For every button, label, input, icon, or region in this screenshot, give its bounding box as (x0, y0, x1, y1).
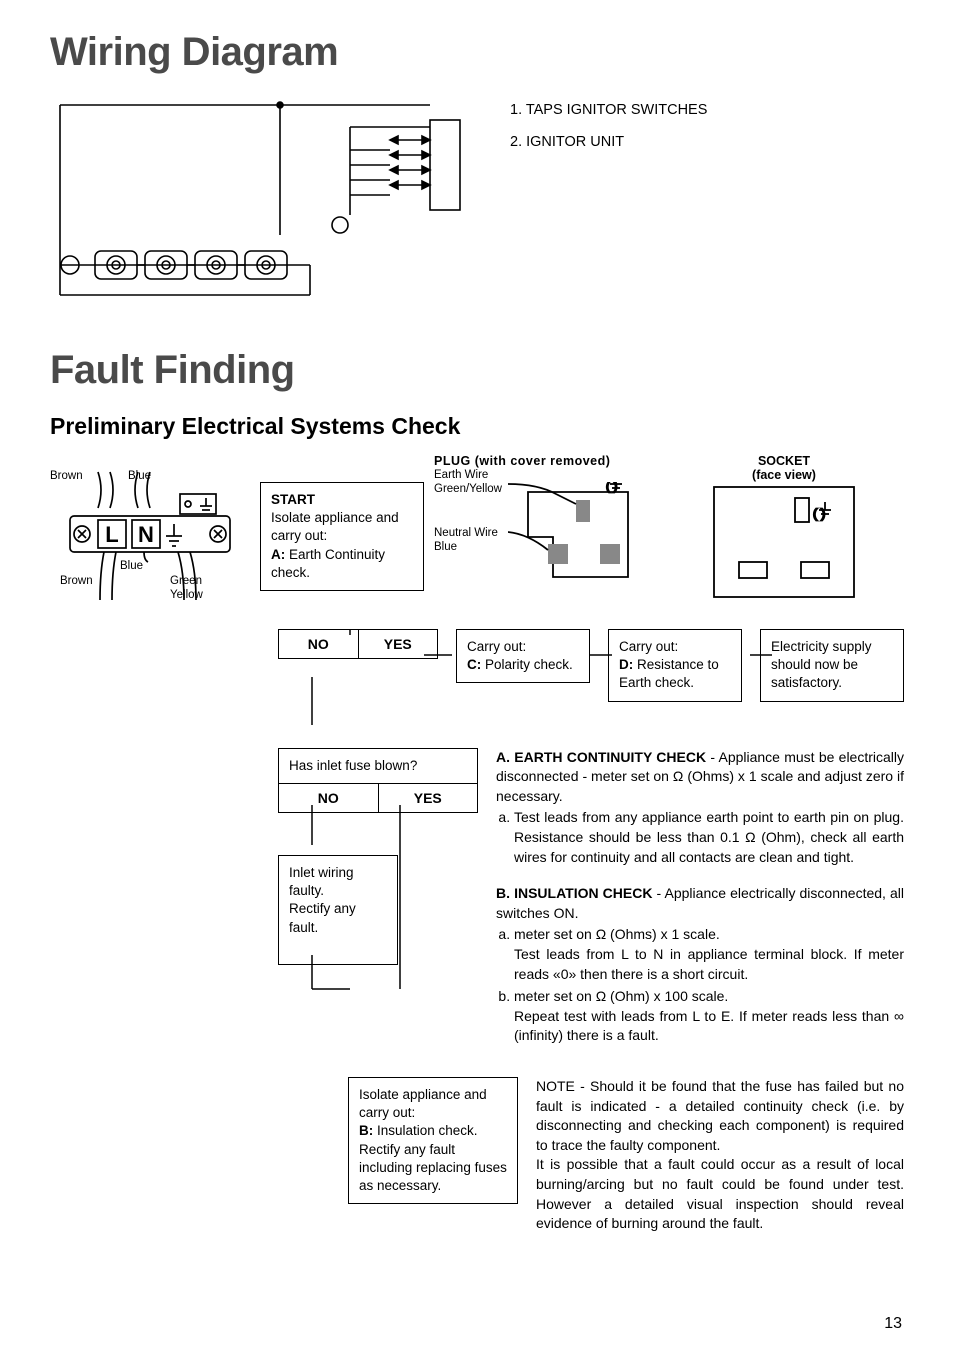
box-b-rest: Insulation check. (373, 1123, 477, 1138)
box-c-rest: Polarity check. (481, 657, 573, 672)
label-blue-mid: Blue (120, 559, 143, 573)
box-b-line1: Isolate appliance and carry out: (359, 1086, 507, 1122)
box-e-text: Electricity supply should now be satisfa… (771, 638, 893, 693)
plug-blue: Blue (434, 540, 457, 554)
plug-neutral: Neutral Wire (434, 526, 498, 540)
no-label: NO (279, 630, 359, 658)
terminal-block-diagram: L N Brown Blue Blue Brown Green Yellow (50, 454, 250, 619)
svg-text:( ): ( ) (813, 506, 825, 521)
flow-box-d: Carry out: D: Resistance to Earth check. (608, 629, 742, 702)
plug-title: PLUG (with cover removed) (434, 454, 654, 468)
svg-text:( ): ( ) (606, 482, 617, 493)
box-c-line1: Carry out: (467, 638, 579, 656)
start-a-rest: Earth Continuity check. (271, 547, 385, 580)
terminal-L: L (105, 522, 118, 547)
box-c-strong: C: (467, 657, 481, 672)
note-paragraph: NOTE - Should it be found that the fuse … (536, 1077, 904, 1234)
box-d-rest: Resistance to Earth check. (619, 657, 719, 690)
flow-noyes-1: NO YES (278, 629, 438, 659)
start-line1: Isolate appliance and carry out: (271, 509, 413, 545)
check-b: B. INSULATION CHECK - Appliance electric… (496, 884, 904, 1046)
check-b-item-a: meter set on Ω (Ohms) x 1 scale. Test le… (514, 925, 904, 984)
yes-label-2: YES (379, 784, 478, 812)
wiring-legend: 1. TAPS IGNITOR SWITCHES 2. IGNITOR UNIT (510, 95, 707, 159)
check-a: A. EARTH CONTINUITY CHECK - Appliance mu… (496, 748, 904, 868)
label-green-yellow: Green Yellow (170, 574, 203, 603)
subheading-preliminary: Preliminary Electrical Systems Check (50, 413, 904, 440)
flow-inlet-faulty: Inlet wiring faulty. Rectify any fault. (278, 855, 398, 965)
heading-fault-finding: Fault Finding (50, 348, 904, 393)
flow-noyes-2: NO YES (278, 784, 478, 813)
yes-label: YES (359, 630, 438, 658)
label-blue-top: Blue (128, 469, 151, 483)
flow-fuse-question: Has inlet fuse blown? (278, 748, 478, 784)
terminal-N: N (138, 522, 154, 547)
check-b-item-b: meter set on Ω (Ohm) x 100 scale. Repeat… (514, 987, 904, 1046)
check-a-item-a: Test leads from any appliance earth poin… (514, 808, 904, 867)
check-b-lead: B. INSULATION CHECK (496, 885, 652, 901)
box-d-line1: Carry out: (619, 638, 731, 656)
heading-wiring-diagram: Wiring Diagram (50, 30, 904, 75)
plug-diagram: PLUG (with cover removed) Earth Wire Gre… (434, 454, 654, 592)
flow-box-b: Isolate appliance and carry out: B: Insu… (348, 1077, 518, 1204)
box-d-strong: D: (619, 657, 633, 672)
start-a-strong: A: (271, 547, 285, 562)
box-b-tail: Rectify any fault including replacing fu… (359, 1141, 507, 1196)
flow-start-box: START Isolate appliance and carry out: A… (260, 482, 424, 591)
socket-line2: (face view) (664, 468, 904, 482)
plug-earth-wire: Earth Wire (434, 468, 654, 482)
explanations: A. EARTH CONTINUITY CHECK - Appliance mu… (496, 748, 904, 1049)
legend-item-1: 1. TAPS IGNITOR SWITCHES (510, 95, 707, 127)
socket-diagram: SOCKET (face view) ( ) (664, 454, 904, 607)
wiring-diagram-row: 1. TAPS IGNITOR SWITCHES 2. IGNITOR UNIT (50, 95, 904, 320)
box-b-strong: B: (359, 1123, 373, 1138)
page-number: 13 (884, 1315, 902, 1333)
legend-item-2: 2. IGNITOR UNIT (510, 127, 707, 159)
flow-box-e: Electricity supply should now be satisfa… (760, 629, 904, 702)
wiring-schematic (50, 95, 470, 320)
socket-line1: SOCKET (664, 454, 904, 468)
label-brown-bottom: Brown (60, 574, 93, 588)
no-label-2: NO (279, 784, 379, 812)
check-a-lead: A. EARTH CONTINUITY CHECK (496, 749, 706, 765)
start-head: START (271, 491, 413, 509)
label-brown-top: Brown (50, 469, 83, 483)
flow-box-c: Carry out: C: Polarity check. (456, 629, 590, 683)
